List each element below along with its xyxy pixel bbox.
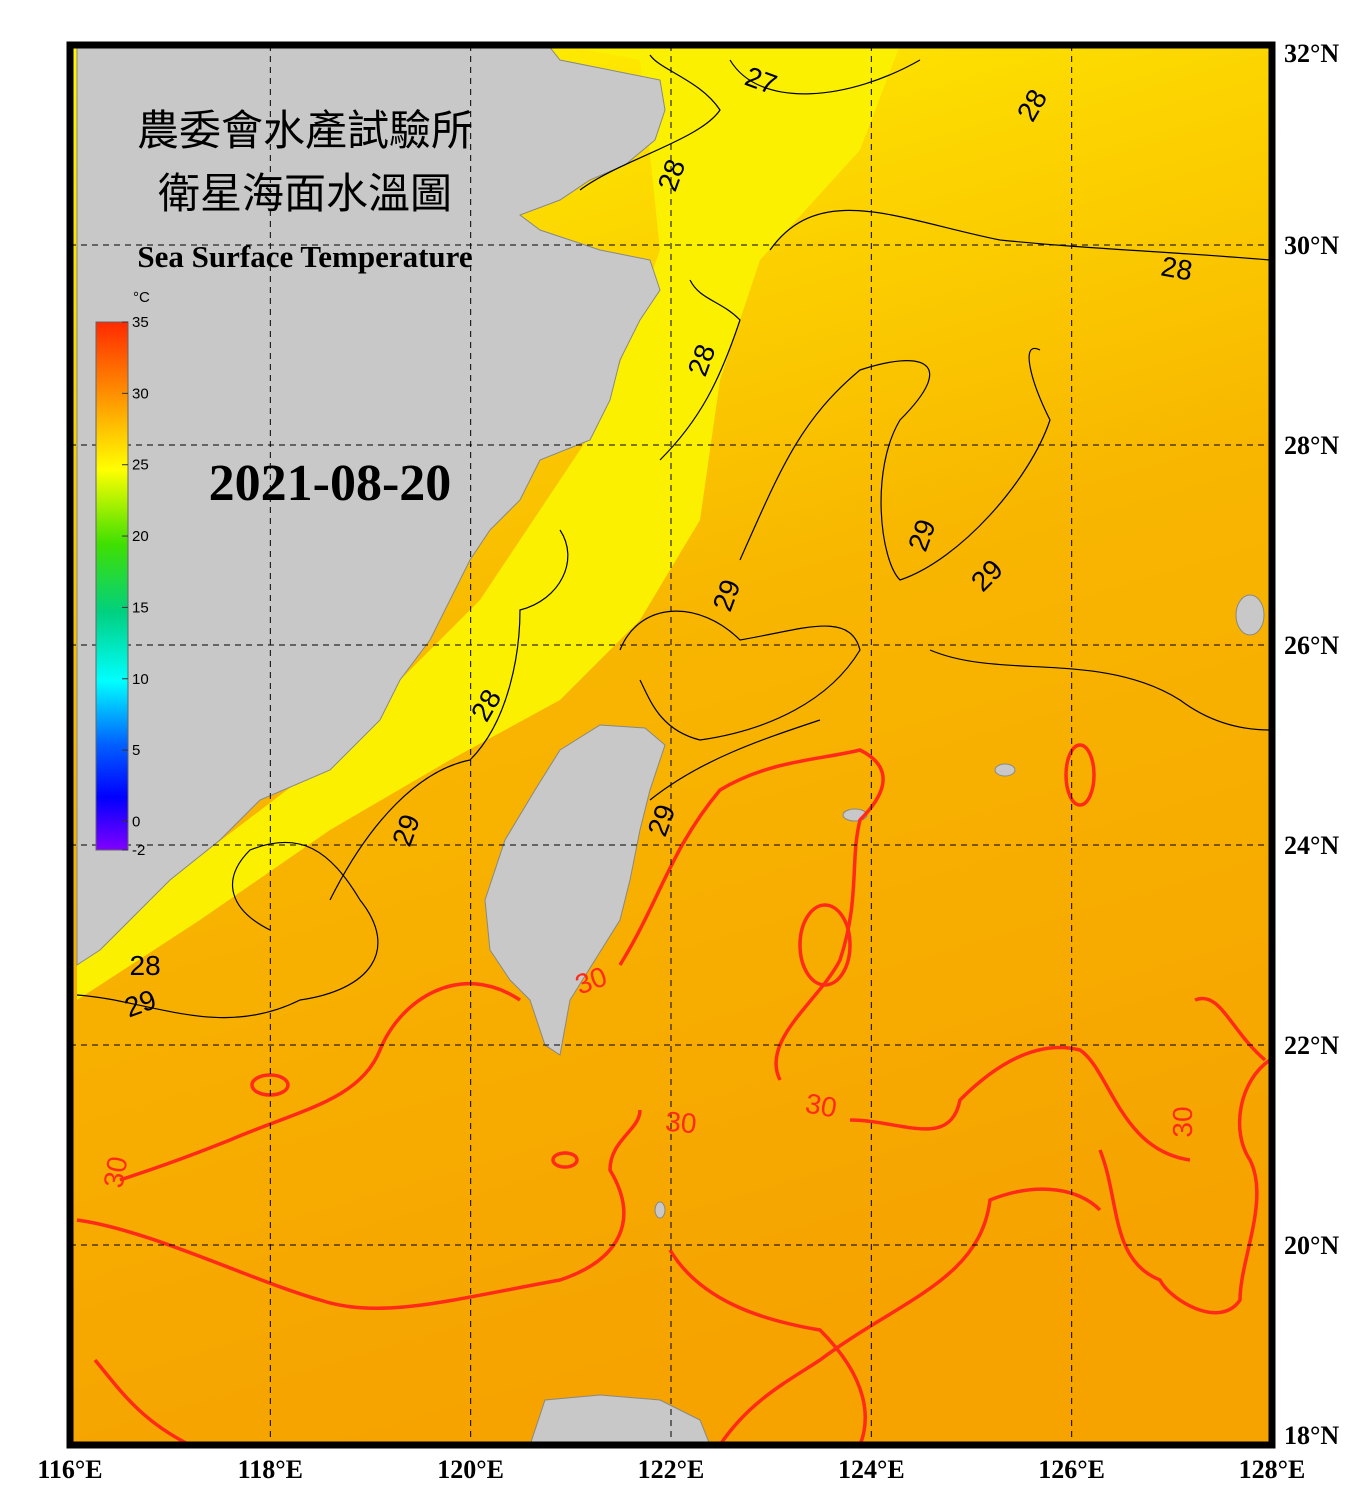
colorbar-unit: °C — [133, 289, 150, 306]
mainland-china — [76, 45, 666, 966]
contour-label: 30 — [98, 1154, 134, 1190]
map-frame — [66, 41, 1276, 1449]
title-en: Sea Surface Temperature — [137, 239, 472, 274]
graticule — [70, 45, 1272, 1445]
axes: 116°E 118°E 120°E 122°E 124°E 126°E 128°E 32°N 3… — [37, 39, 1339, 1484]
x-tick-label: 126°E — [1038, 1455, 1105, 1484]
contour-lines-30 — [76, 743, 1271, 1445]
colorbar-tick-label: 25 — [132, 457, 149, 474]
contour-lines-cool — [76, 54, 1271, 1019]
x-tick-label: 122°E — [638, 1455, 705, 1484]
colorbar-tick-label: 10 — [132, 671, 149, 688]
taiwan — [484, 724, 666, 1056]
luzon — [529, 1394, 711, 1445]
date: 2021-08-20 — [209, 455, 452, 512]
x-tick-label: 124°E — [838, 1455, 905, 1484]
x-tick-label: 116°E — [37, 1455, 102, 1484]
contour-label: 28 — [130, 950, 161, 981]
x-tick-label: 118°E — [238, 1455, 303, 1484]
title-zh-1: 農委會水產試驗所 — [137, 108, 473, 155]
contour-label: 28 — [1159, 251, 1195, 287]
y-tick-label: 22°N — [1284, 1031, 1339, 1060]
coastal-warm-band — [77, 45, 900, 1000]
colorbar-tick-label: 15 — [132, 599, 149, 616]
colorbar-tick-label: 35 — [132, 314, 149, 331]
colorbar-tick-label: 30 — [132, 385, 149, 402]
y-tick-label: 30°N — [1284, 231, 1339, 260]
colorbar-tick-label: -2 — [132, 842, 145, 859]
y-tick-label: 24°N — [1284, 831, 1339, 860]
x-tick-label: 128°E — [1239, 1455, 1306, 1484]
contour-label: 30 — [803, 1088, 839, 1124]
title-zh-2: 衛星海面水溫圖 — [158, 172, 452, 218]
contour-label: 30 — [1167, 1106, 1198, 1137]
colorbar-tick-label: 5 — [132, 742, 140, 759]
y-tick-label: 20°N — [1284, 1231, 1339, 1260]
y-tick-label: 32°N — [1284, 39, 1339, 68]
y-tick-label: 28°N — [1284, 431, 1339, 460]
y-tick-label: 18°N — [1284, 1421, 1339, 1450]
colorbar — [95, 321, 129, 851]
contour-label: 30 — [664, 1106, 698, 1140]
colorbar-tick-label: 0 — [132, 813, 140, 830]
x-tick-label: 120°E — [437, 1455, 504, 1484]
y-tick-label: 26°N — [1284, 631, 1339, 660]
colorbar-tick-label: 20 — [132, 528, 149, 545]
